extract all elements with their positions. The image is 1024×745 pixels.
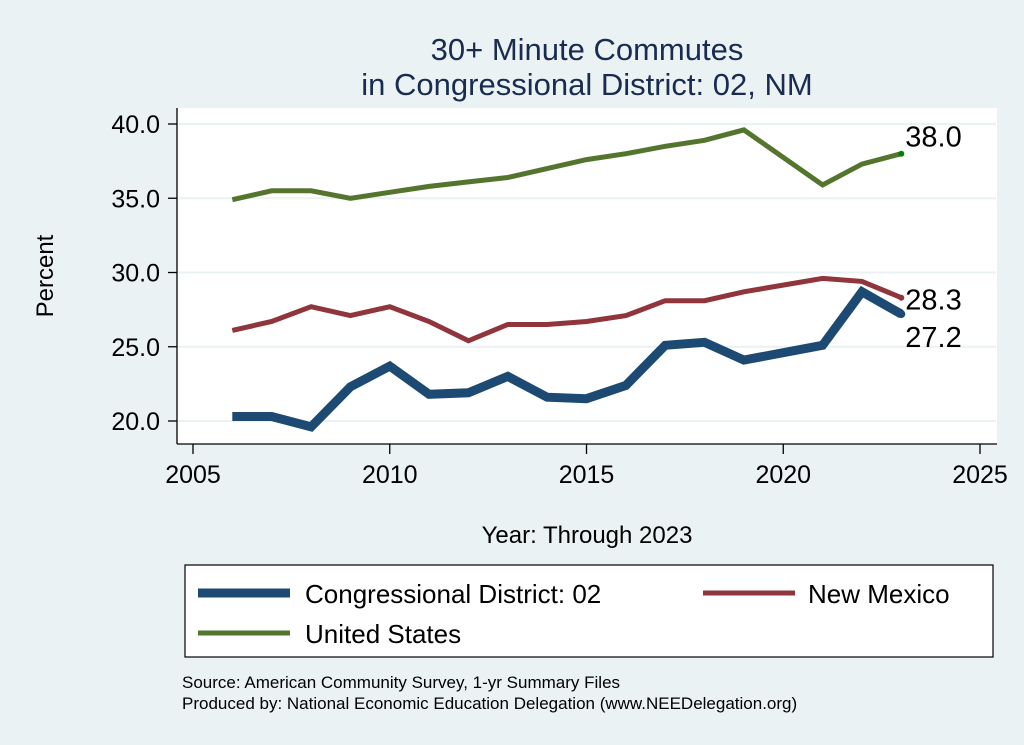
y-tick-label: 40.0 xyxy=(111,111,160,139)
data-point-new-mexico xyxy=(585,320,589,324)
data-point-new-mexico xyxy=(821,276,825,280)
data-point-district xyxy=(427,392,431,396)
source-note: Source: American Community Survey, 1-yr … xyxy=(182,673,620,692)
series-line-new-mexico xyxy=(231,275,903,344)
data-point-new-mexico xyxy=(466,339,470,343)
x-axis-title: Year: Through 2023 xyxy=(482,522,693,549)
x-tick-label: 2005 xyxy=(165,461,221,489)
data-point-united-states xyxy=(230,198,234,202)
data-point-united-states xyxy=(624,152,628,156)
series-line-united-states xyxy=(231,127,902,203)
data-point-district xyxy=(742,358,746,362)
data-point-district xyxy=(506,374,510,378)
series-layer xyxy=(230,127,906,432)
x-ticks: 2005 2010 2015 2020 2025 xyxy=(165,444,1008,489)
end-labels: 27.2 28.3 38.0 xyxy=(905,122,961,354)
data-point-united-states xyxy=(860,162,864,166)
data-point-united-states xyxy=(466,180,470,184)
data-point-new-mexico xyxy=(663,299,667,303)
end-marker xyxy=(898,150,905,157)
series-line-district xyxy=(232,285,904,432)
data-point-new-mexico xyxy=(624,314,628,318)
data-point-district xyxy=(821,343,825,347)
data-point-united-states xyxy=(270,189,274,193)
data-point-new-mexico xyxy=(506,322,510,326)
x-tick-label: 2010 xyxy=(362,461,418,489)
end-marker xyxy=(898,294,905,301)
data-point-district xyxy=(585,397,589,401)
legend: Congressional District: 02 New Mexico Un… xyxy=(184,564,994,658)
data-point-united-states xyxy=(309,189,313,193)
data-point-united-states xyxy=(703,138,707,142)
data-point-new-mexico xyxy=(230,328,234,332)
data-point-united-states xyxy=(821,183,825,187)
data-point-new-mexico xyxy=(545,322,549,326)
data-point-united-states xyxy=(506,175,510,179)
data-point-district xyxy=(703,340,707,344)
data-point-new-mexico xyxy=(860,279,864,283)
data-point-united-states xyxy=(585,158,589,162)
x-tick-label: 2020 xyxy=(755,461,811,489)
end-marker xyxy=(897,310,906,319)
data-point-new-mexico xyxy=(348,314,352,318)
legend-label-united-states: United States xyxy=(305,619,461,649)
data-point-district xyxy=(309,425,313,429)
data-point-new-mexico xyxy=(703,299,707,303)
data-point-district xyxy=(466,391,470,395)
x-tick-label: 2015 xyxy=(559,461,615,489)
data-point-district xyxy=(624,383,628,387)
y-tick-label: 35.0 xyxy=(111,185,160,213)
data-point-district xyxy=(545,395,549,399)
y-tick-label: 30.0 xyxy=(111,260,160,288)
data-point-united-states xyxy=(742,128,746,132)
y-ticks: 20.0 25.0 30.0 35.0 40.0 xyxy=(111,111,177,436)
data-point-district xyxy=(230,415,234,419)
data-point-new-mexico xyxy=(309,305,313,309)
data-point-district xyxy=(270,415,274,419)
y-tick-label: 20.0 xyxy=(111,408,160,436)
y-axis-title: Percent xyxy=(32,234,59,317)
chart-title-line-1: 30+ Minute Commutes xyxy=(431,32,744,67)
data-point-united-states xyxy=(427,184,431,188)
end-label-district: 27.2 xyxy=(905,322,961,354)
data-point-new-mexico xyxy=(270,320,274,324)
data-point-united-states xyxy=(348,196,352,200)
x-tick-label: 2025 xyxy=(952,461,1008,489)
legend-box xyxy=(184,564,994,658)
data-point-district xyxy=(663,343,667,347)
data-point-new-mexico xyxy=(388,305,392,309)
chart-title-line-2: in Congressional District: 02, NM xyxy=(361,67,812,102)
data-point-district xyxy=(348,385,352,389)
y-tick-label: 25.0 xyxy=(111,334,160,362)
data-point-united-states xyxy=(388,190,392,194)
data-point-new-mexico xyxy=(427,320,431,324)
data-point-district xyxy=(388,364,392,368)
end-label-united-states: 38.0 xyxy=(905,122,961,154)
data-point-district xyxy=(860,290,864,294)
data-point-new-mexico xyxy=(742,290,746,294)
data-point-united-states xyxy=(545,167,549,171)
legend-label-district: Congressional District: 02 xyxy=(305,579,601,609)
produced-by-note: Produced by: National Economic Education… xyxy=(182,694,797,713)
end-label-new-mexico: 28.3 xyxy=(905,285,961,317)
data-point-united-states xyxy=(663,144,667,148)
legend-label-new-mexico: New Mexico xyxy=(808,579,950,609)
